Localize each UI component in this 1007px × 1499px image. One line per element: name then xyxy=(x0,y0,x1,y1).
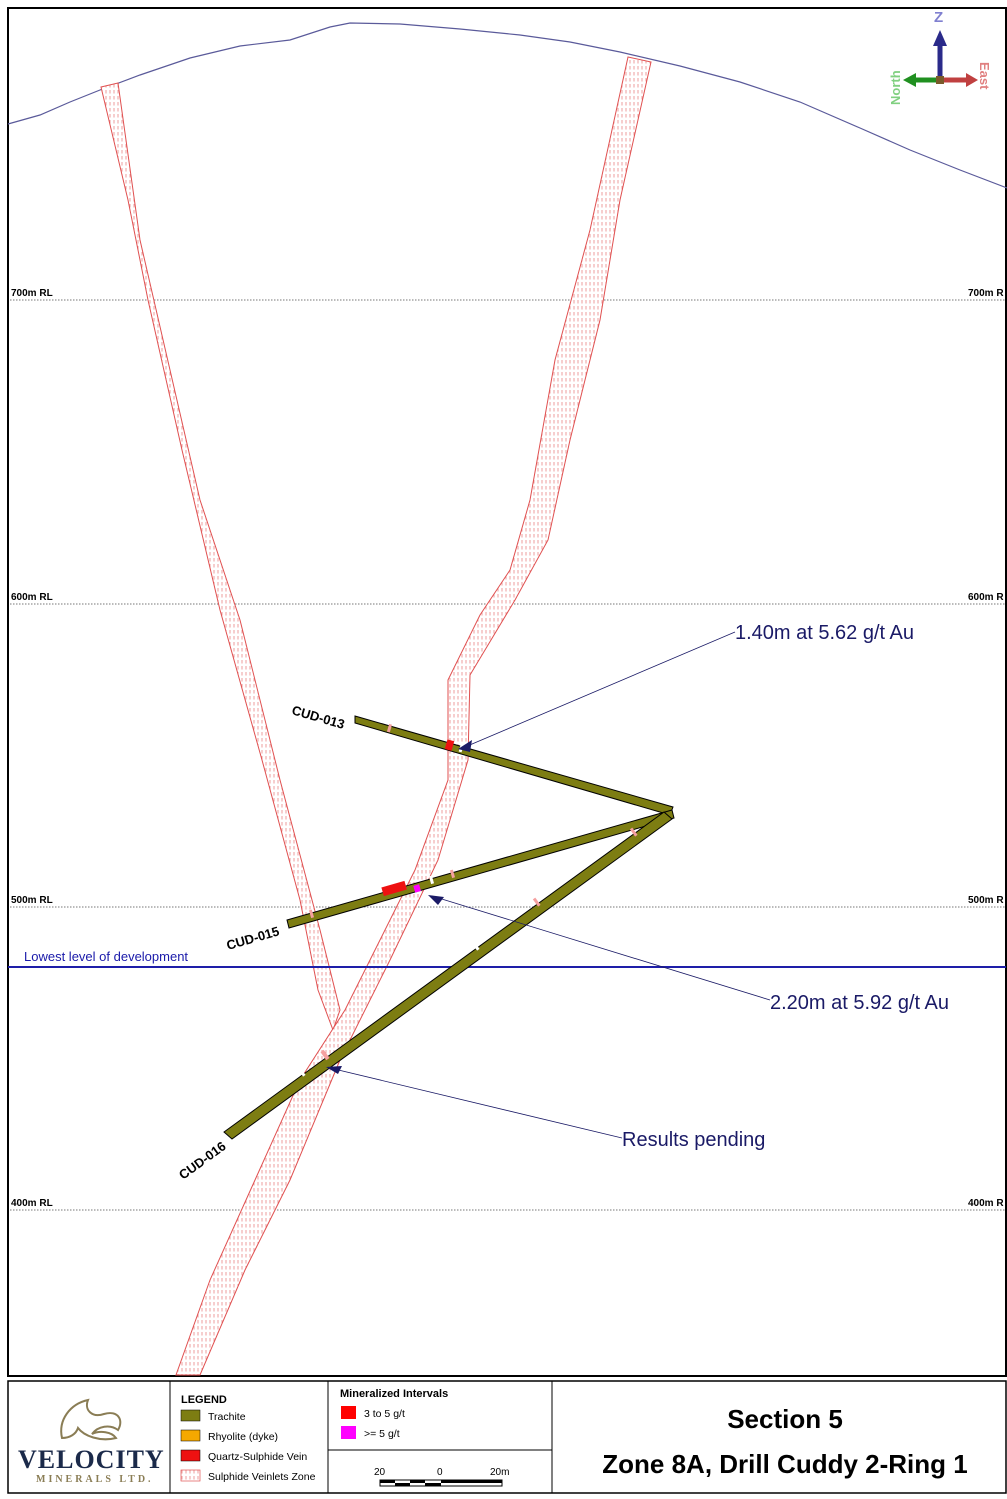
rl-label-right-700: 700m R xyxy=(968,288,1004,299)
leader-line xyxy=(329,1067,623,1139)
interval-tick xyxy=(386,723,393,733)
interval-tick xyxy=(428,875,435,885)
interval-tick xyxy=(308,909,315,919)
arrow-head-icon xyxy=(326,1066,342,1074)
callout-text-1: 1.40m at 5.62 g/t Au xyxy=(735,622,914,644)
scale-segment xyxy=(441,1480,502,1483)
quartz-sulphide-interval xyxy=(381,880,407,897)
scale-bar: 20 0 20m xyxy=(374,1467,509,1487)
veinlet-zone-east xyxy=(175,56,652,1376)
scale-segment xyxy=(395,1483,410,1486)
legend-label-rhyolite: Rhyolite (dyke) xyxy=(208,1431,278,1443)
rl-label-right-500: 500m R xyxy=(968,895,1004,906)
map-border xyxy=(7,7,1007,1377)
label-ge-5: >= 5 g/t xyxy=(364,1428,400,1440)
drill-trace-cud-016 xyxy=(223,811,673,1140)
panel-border xyxy=(7,1380,1007,1494)
topography-surface xyxy=(7,22,1007,189)
interval-tick xyxy=(449,869,456,879)
interval-tick xyxy=(320,1049,330,1061)
legend-swatch-quartz-vein xyxy=(180,1449,201,1462)
legend-swatch-rhyolite xyxy=(180,1429,201,1442)
callout-1: 1.40m at 5.62 g/t Au xyxy=(458,622,914,752)
east-label: East xyxy=(977,62,992,90)
interval-tick xyxy=(297,1067,306,1077)
leader-line xyxy=(431,895,771,1001)
scale-label-right: 20m xyxy=(490,1467,509,1478)
leader-line xyxy=(464,631,736,748)
legend-label-veinlets: Sulphide Veinlets Zone xyxy=(208,1471,316,1483)
logo-name: VELOCITY xyxy=(18,1445,165,1474)
interval-tick xyxy=(471,941,480,951)
high-grade-interval xyxy=(413,884,421,893)
section-title: Section 5 xyxy=(727,1404,843,1434)
lowest-development-label: Lowest level of development xyxy=(24,949,188,964)
mineralized-legend: Mineralized Intervals 3 to 5 g/t >= 5 g/… xyxy=(340,1388,448,1440)
scale-segment xyxy=(410,1480,425,1483)
rl-label-right-400: 400m R xyxy=(968,1198,1004,1209)
callout-3: Results pending xyxy=(326,1066,765,1151)
legend-label-trachite: Trachite xyxy=(208,1411,246,1423)
right-arrow-icon xyxy=(966,73,978,87)
quartz-sulphide-interval xyxy=(444,739,455,751)
up-arrow-icon xyxy=(933,30,947,46)
arrow-head-icon xyxy=(458,740,472,752)
rl-label-left-400: 400m RL xyxy=(11,1198,53,1209)
legend-label-quartz-vein: Quartz-Sulphide Vein xyxy=(208,1451,307,1463)
horse-logo-icon xyxy=(60,1398,122,1441)
left-arrow-icon xyxy=(903,73,916,87)
scale-segment xyxy=(425,1483,441,1486)
legend: LEGEND Trachite Rhyolite (dyke) Quartz-S… xyxy=(180,1394,316,1483)
logo-subtitle: MINERALS LTD. xyxy=(36,1474,154,1485)
legend-swatch-veinlets xyxy=(180,1469,201,1482)
orientation-indicator: Z North East xyxy=(888,9,992,105)
rl-label-left-700: 700m RL xyxy=(11,288,53,299)
legend-title: LEGEND xyxy=(181,1394,227,1406)
callout-text-3: Results pending xyxy=(622,1129,765,1151)
scale-label-left: 20 xyxy=(374,1467,386,1478)
swatch-ge-5 xyxy=(341,1426,356,1439)
company-logo: VELOCITY MINERALS LTD. xyxy=(18,1398,165,1485)
title-panel: VELOCITY MINERALS LTD. LEGEND Trachite R… xyxy=(7,1380,1007,1494)
callout-text-2: 2.20m at 5.92 g/t Au xyxy=(770,992,949,1014)
rl-label-left-600: 600m RL xyxy=(11,592,53,603)
swatch-3-to-5 xyxy=(341,1406,356,1419)
scale-segment xyxy=(380,1480,395,1483)
legend-swatch-trachite xyxy=(180,1409,201,1422)
interval-tick xyxy=(629,827,638,837)
north-label: North xyxy=(888,70,903,105)
z-axis-label: Z xyxy=(934,9,943,26)
mineralized-title: Mineralized Intervals xyxy=(340,1388,448,1400)
axis-origin xyxy=(936,76,944,84)
rl-label-right-600: 600m R xyxy=(968,592,1004,603)
scale-label-mid: 0 xyxy=(437,1467,443,1478)
label-3-to-5: 3 to 5 g/t xyxy=(364,1408,405,1420)
zone-title: Zone 8A, Drill Cuddy 2-Ring 1 xyxy=(602,1449,967,1479)
callout-2: 2.20m at 5.92 g/t Au xyxy=(428,895,949,1014)
drill-trace-cud-015 xyxy=(286,809,675,929)
arrow-head-icon xyxy=(428,895,444,905)
interval-tick xyxy=(532,897,541,907)
rl-label-left-500: 500m RL xyxy=(11,895,53,906)
